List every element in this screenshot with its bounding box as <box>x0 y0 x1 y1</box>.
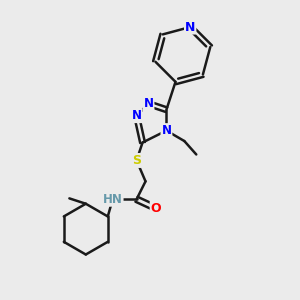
Text: N: N <box>161 124 171 137</box>
Text: HN: HN <box>103 193 123 206</box>
Text: O: O <box>151 202 161 215</box>
Text: S: S <box>132 154 141 167</box>
Text: N: N <box>143 97 154 110</box>
Text: N: N <box>185 20 195 34</box>
Text: N: N <box>132 109 142 122</box>
